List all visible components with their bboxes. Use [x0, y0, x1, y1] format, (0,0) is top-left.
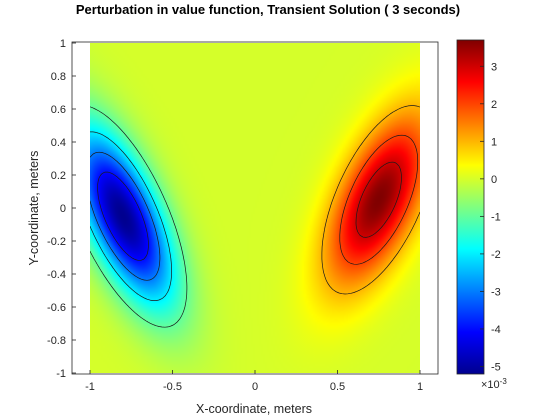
- y-tick-label: -0.6: [47, 302, 66, 314]
- y-tick-label: 0: [60, 203, 66, 215]
- colorbar-tick-label: 2: [491, 99, 497, 111]
- y-tick-label: 0.8: [51, 71, 66, 83]
- colorbar-tick-label: -3: [491, 286, 501, 298]
- contour-level-6: [355, 161, 402, 238]
- contour-lines: [90, 105, 420, 328]
- x-tick-label: -1: [85, 381, 95, 393]
- colorbar-tick-label: 1: [491, 136, 497, 148]
- y-tick-label: 0.4: [51, 137, 66, 149]
- colorbar-tick-label: -5: [491, 361, 501, 373]
- y-axis-label: Y-coordinate, meters: [27, 151, 41, 266]
- x-tick-label: 0: [252, 381, 258, 393]
- x-tick-label: -0.5: [163, 381, 182, 393]
- colorbar-ticks: -5 -4 -3 -2 -1 0 1 2 3: [480, 61, 501, 373]
- x-tick-label: 1: [417, 381, 423, 393]
- y-tick-label: -1: [56, 368, 66, 380]
- x-tick-label: 0.5: [330, 381, 345, 393]
- colorbar-exponent: ×10-3: [481, 377, 507, 391]
- contour-level-0: [97, 171, 149, 261]
- colorbar-tick-label: -2: [491, 249, 501, 261]
- x-ticks: -1 -0.5 0 0.5 1: [85, 370, 423, 393]
- y-tick-label: -0.4: [47, 269, 66, 281]
- contour-level-4: [321, 105, 420, 295]
- y-tick-label: 1: [60, 38, 66, 50]
- colorbar-tick-label: -4: [491, 324, 501, 336]
- y-tick-label: 0.2: [51, 170, 66, 182]
- x-axis-label: X-coordinate, meters: [196, 402, 312, 416]
- contour-level-2: [90, 131, 172, 301]
- colorbar-tick-label: 3: [491, 61, 497, 73]
- colorbar-tick-label: 0: [491, 174, 497, 186]
- plot-area: [90, 43, 420, 373]
- contour-level-3: [90, 106, 188, 328]
- y-tick-label: 0.6: [51, 104, 66, 116]
- y-ticks: -1 -0.8 -0.6 -0.4 -0.2 0 0.2 0.4 0.6 0.8 1: [47, 38, 76, 380]
- contour-level-1: [90, 151, 161, 281]
- y-tick-label: -0.8: [47, 335, 66, 347]
- y-tick-label: -0.2: [47, 236, 66, 248]
- colorbar: [456, 39, 485, 375]
- contour-level-5: [339, 134, 419, 265]
- heatmap-image: [90, 43, 420, 373]
- colorbar-tick-label: -1: [491, 211, 501, 223]
- chart-title: Perturbation in value function, Transien…: [76, 2, 460, 17]
